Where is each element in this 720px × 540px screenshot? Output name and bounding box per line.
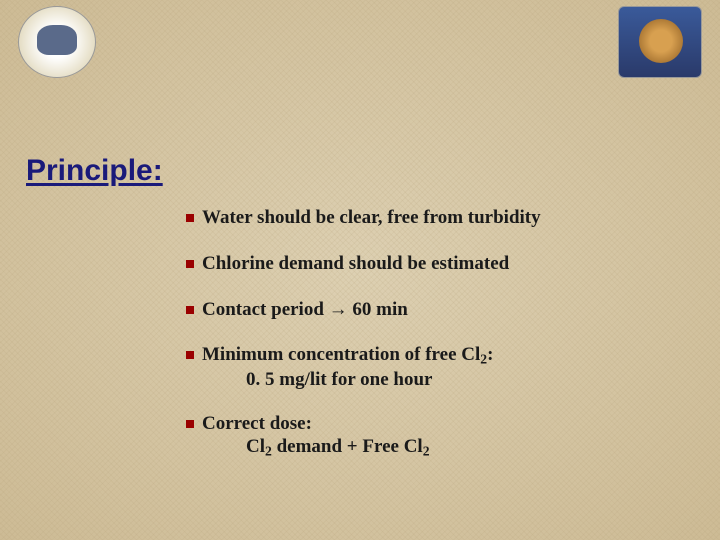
bullet-text: Cl xyxy=(246,436,265,457)
college-logo xyxy=(618,6,702,78)
bullet-text: Contact period xyxy=(202,299,329,320)
bullet-marker-icon xyxy=(186,351,194,359)
bullet-item: Correct dose: Cl2 demand + Free Cl2 xyxy=(186,412,686,460)
bullet-text: Minimum concentration of free Cl xyxy=(202,344,480,365)
arrow-icon: → xyxy=(329,299,348,320)
bullet-item: Contact period → 60 min xyxy=(186,298,686,322)
bullet-marker-icon xyxy=(186,306,194,314)
university-logo xyxy=(18,6,96,78)
slide-title: Principle: xyxy=(26,154,163,188)
bullet-subline: 0. 5 mg/lit for one hour xyxy=(246,368,686,392)
bullet-marker-icon xyxy=(186,260,194,268)
bullet-text: Correct dose: xyxy=(202,413,312,434)
bullet-item: Chlorine demand should be estimated xyxy=(186,252,686,276)
bullet-subline: Cl2 demand + Free Cl2 xyxy=(246,435,686,460)
bullet-item: Minimum concentration of free Cl2: 0. 5 … xyxy=(186,343,686,391)
subscript: 2 xyxy=(265,444,272,459)
bullet-text: Chlorine demand should be estimated xyxy=(202,253,509,274)
subscript: 2 xyxy=(423,444,430,459)
bullet-text: Water should be clear, free from turbidi… xyxy=(202,207,541,228)
bullet-marker-icon xyxy=(186,214,194,222)
bullet-marker-icon xyxy=(186,420,194,428)
bullet-text: 60 min xyxy=(348,299,408,320)
bullet-text: : xyxy=(487,344,493,365)
bullet-text: demand + Free Cl xyxy=(272,436,423,457)
bullet-item: Water should be clear, free from turbidi… xyxy=(186,206,686,230)
bullet-list: Water should be clear, free from turbidi… xyxy=(186,206,686,482)
